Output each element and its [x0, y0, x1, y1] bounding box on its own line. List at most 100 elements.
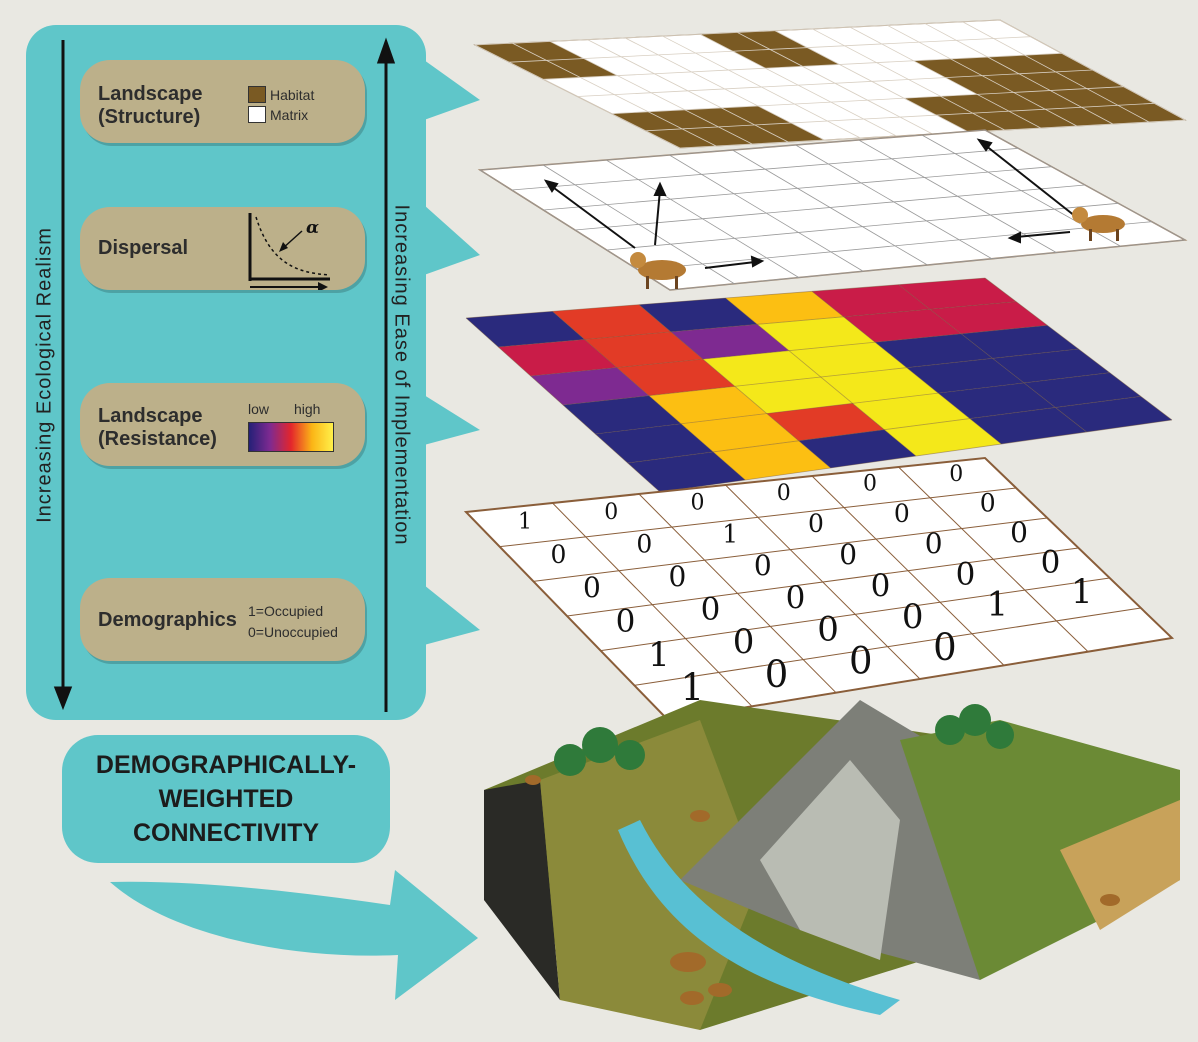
card-title: Demographics	[98, 609, 237, 631]
dispersal-kernel-icon: α	[248, 213, 331, 290]
resistance-cell	[938, 382, 1056, 419]
grid-line	[543, 166, 1052, 211]
occupancy-value: 1	[986, 584, 1008, 624]
grid-line	[465, 277, 986, 319]
occupancy-value: 0	[956, 556, 976, 592]
occupancy-value: 1	[518, 510, 532, 535]
landscape-illustration	[484, 700, 1180, 1030]
grid-line	[509, 36, 1031, 63]
occupied-label: 1=Occupied	[248, 603, 324, 619]
habitat-swatch	[248, 86, 266, 103]
resistance-cell	[852, 393, 970, 430]
occupancy-value: 0	[583, 571, 601, 604]
resistance-layer	[465, 277, 1173, 493]
grid-line	[562, 348, 1079, 406]
realism-arrowhead	[53, 686, 73, 711]
resistance-cell	[713, 440, 831, 480]
resistance-cell	[702, 350, 821, 387]
structure-layer	[473, 19, 1187, 149]
occupancy-value: 0	[902, 597, 924, 637]
grid-line	[595, 372, 1110, 435]
occupancy-layer-base	[463, 456, 1175, 722]
resistance-cell	[766, 403, 885, 441]
card-title: Landscape (Resistance)	[98, 405, 217, 450]
resistance-cell	[898, 278, 1017, 310]
resistance-cell	[627, 451, 746, 492]
occupancy-value: 0	[765, 653, 789, 696]
alpha-symbol: α	[306, 218, 319, 238]
occupancy-value: 1	[648, 635, 670, 675]
resistance-cell	[820, 367, 939, 404]
resistance-cell	[466, 311, 585, 347]
resistance-cell	[498, 339, 617, 376]
card-title: Dispersal	[98, 237, 189, 259]
result-box: DEMOGRAPHICALLY- WEIGHTED CONNECTIVITY	[62, 735, 390, 863]
grid-line	[499, 487, 1017, 548]
occupancy-value: 0	[733, 622, 755, 662]
resistance-cell	[961, 325, 1079, 359]
grid-line	[638, 221, 1152, 271]
occupancy-value: 0	[777, 481, 791, 506]
resistance-cell	[812, 284, 930, 317]
occupancy-value: 0	[604, 500, 618, 525]
habitat-label: Habitat	[270, 87, 315, 103]
result-arrow	[110, 870, 478, 1000]
resistance-cell	[648, 386, 767, 424]
occupancy-value: 1	[722, 519, 738, 548]
grid-line	[511, 147, 1019, 191]
resistance-cell	[929, 301, 1048, 334]
grid-line	[606, 202, 1119, 251]
grid-line	[479, 129, 986, 171]
resistance-cell	[1023, 372, 1141, 408]
occupancy-value: 0	[616, 603, 636, 639]
grid-line	[530, 324, 1048, 377]
resistance-cell	[670, 324, 789, 360]
unoccupied-label: 0=Unoccupied	[248, 624, 338, 640]
grid-line	[634, 607, 1141, 686]
occupancy-value: 0	[701, 592, 721, 628]
occupancy-value: 0	[980, 489, 996, 518]
card-landscape-structure: Landscape (Structure) Habitat Matrix	[80, 60, 365, 143]
wolf-icon	[630, 252, 686, 289]
grid-line	[611, 86, 1124, 115]
resistance-cell	[530, 367, 649, 405]
card-dispersal: Dispersal α	[80, 207, 365, 290]
occupancy-value: 1	[681, 666, 705, 709]
grid-line	[574, 184, 1086, 231]
dispersal-layer	[477, 129, 1188, 291]
resistance-cell	[906, 358, 1024, 394]
resistance-cell	[843, 309, 962, 343]
grid-line	[474, 19, 1001, 46]
wolf-icon	[1072, 207, 1125, 241]
occupancy-value: 0	[933, 626, 957, 669]
resistance-cell	[639, 298, 758, 332]
grid-line	[659, 419, 1173, 493]
grid-line	[669, 239, 1186, 291]
resistance-cell	[1055, 396, 1172, 432]
result-title: DEMOGRAPHICALLY- WEIGHTED CONNECTIVITY	[95, 751, 357, 847]
ease-arrowhead	[376, 37, 396, 64]
occupancy-value: 0	[636, 530, 652, 559]
matrix-label: Matrix	[270, 107, 309, 123]
occupancy-value: 0	[849, 639, 873, 682]
occupancy-value: 0	[786, 580, 806, 616]
matrix-swatch	[248, 106, 266, 123]
resistance-cell	[798, 429, 916, 468]
grid-line	[498, 301, 1017, 348]
pointer-resistance	[424, 395, 480, 445]
dispersal-arrows	[543, 138, 1081, 269]
resistance-cell	[875, 333, 993, 368]
occupancy-value: 0	[817, 610, 839, 650]
resistance-cell	[969, 407, 1087, 444]
occupancy-value: 0	[871, 568, 891, 604]
card-demographics: Demographics 1=Occupied 0=Unoccupied	[80, 578, 365, 661]
grid-line	[667, 637, 1173, 721]
occupancy-value: 0	[551, 540, 567, 569]
occupancy-value: 0	[1010, 516, 1028, 549]
resistance-cell	[757, 316, 876, 351]
card-title: Landscape (Structure)	[98, 83, 203, 128]
occupancy-value: 0	[754, 549, 772, 582]
grid-line	[533, 517, 1048, 582]
occupancy-value: 0	[863, 472, 877, 497]
resistance-colorbar	[248, 422, 334, 452]
